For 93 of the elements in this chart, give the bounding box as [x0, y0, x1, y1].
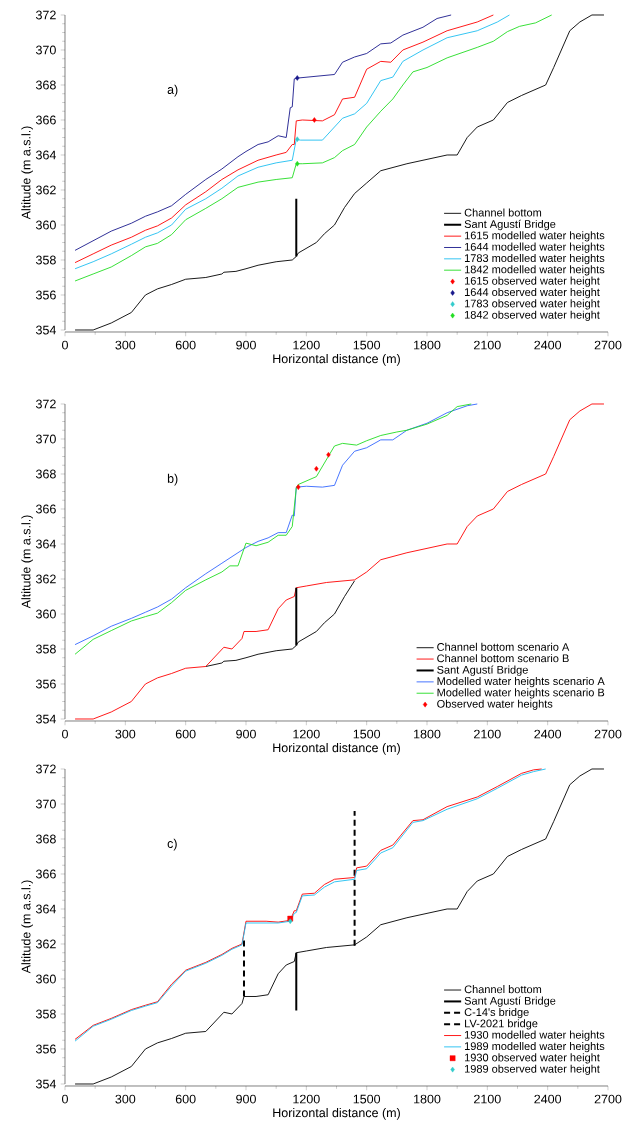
legend-label: Channel bottom scenario B [437, 654, 569, 663]
x-axis-title: Horizontal distance (m) [273, 743, 400, 755]
y-tick-label: 360 [35, 609, 56, 619]
x-tick-label: 300 [115, 1094, 136, 1104]
legend-label: LV-2021 bridge [465, 1019, 538, 1030]
y-tick-label: 372 [35, 399, 56, 409]
y-tick-label: 372 [35, 10, 56, 20]
legend-label: 1842 modelled water heights [464, 265, 605, 276]
legend-label: 1615 observed water height [464, 276, 600, 287]
x-tick-label: 300 [115, 729, 136, 739]
y-tick-label: 364 [35, 904, 56, 914]
y-tick-label: 354 [35, 1079, 56, 1089]
y-tick-label: 366 [35, 504, 56, 514]
y-tick-label: 354 [35, 714, 56, 724]
legend-label: 1644 observed water height [464, 287, 600, 299]
y-tick-label: 370 [35, 45, 56, 55]
annotation: b) [167, 473, 178, 486]
legend-label: Channel bottom [464, 208, 542, 217]
x-tick-label: 2100 [474, 340, 501, 350]
y-tick-label: 368 [35, 80, 56, 90]
y-tick-label: 370 [35, 434, 56, 444]
legend-label: 1930 modelled water heights [464, 1030, 605, 1041]
y-axis-title: Altitude (m a.s.l.) [21, 515, 33, 609]
y-tick-label: 360 [35, 974, 56, 984]
x-tick-label: 1800 [414, 729, 441, 739]
y-tick-label: 364 [35, 539, 56, 549]
annotation: a) [167, 84, 178, 97]
x-tick-label: 2400 [534, 729, 562, 739]
x-tick-label: 0 [61, 340, 68, 350]
x-tick-label: 2700 [594, 1094, 622, 1104]
y-tick-label: 370 [35, 799, 56, 809]
x-tick-label: 2400 [534, 340, 562, 350]
y-tick-label: 366 [35, 869, 56, 879]
x-tick-label: 600 [175, 1094, 196, 1104]
legend-label: 1989 observed water height [464, 1064, 600, 1075]
x-tick-label: 1500 [353, 340, 381, 350]
y-tick-label: 358 [35, 255, 56, 265]
y-tick-label: 356 [35, 290, 56, 300]
legend-label: Sant Agustí Bridge [464, 996, 556, 1007]
legend-label: Sant Agustí Bridge [464, 219, 556, 231]
y-tick-label: 360 [35, 220, 56, 230]
y-tick-label: 358 [35, 644, 56, 654]
y-tick-label: 356 [35, 1044, 56, 1054]
legend-label: C-14's bridge [464, 1007, 529, 1019]
y-tick-label: 364 [35, 150, 56, 160]
x-tick-label: 2700 [594, 340, 622, 350]
x-tick-label: 300 [115, 340, 136, 350]
x-tick-label: 2700 [594, 729, 622, 739]
y-tick-label: 368 [35, 834, 56, 844]
x-tick-label: 0 [61, 1094, 68, 1104]
x-tick-label: 1200 [293, 1094, 320, 1104]
legend-label: 1615 modelled water heights [464, 231, 605, 242]
legend-label: Modelled water heights scenario B [437, 688, 605, 699]
x-tick-label: 600 [175, 729, 196, 739]
x-tick-label: 1800 [414, 1094, 441, 1104]
x-tick-label: 1200 [293, 340, 320, 350]
x-axis-title: Horizontal distance (m) [273, 354, 400, 366]
legend-label: Channel bottom [464, 985, 542, 994]
y-tick-label: 356 [35, 679, 56, 689]
x-tick-label: 2100 [474, 729, 501, 739]
legend-label: Sant Agustí Bridge [437, 665, 528, 676]
y-tick-label: 354 [35, 325, 56, 335]
legend-label: Modelled water heights scenario A [437, 676, 605, 688]
legend-label: Observed water heights [437, 699, 553, 710]
y-tick-label: 368 [35, 469, 56, 479]
x-tick-label: 1800 [414, 340, 441, 350]
legend-label: 1930 observed water height [464, 1053, 600, 1064]
y-axis-title: Altitude (m a.s.l.) [21, 880, 33, 974]
legend-label: Channel bottom scenario A [437, 642, 570, 651]
x-axis-title: Horizontal distance (m) [273, 1108, 400, 1120]
x-tick-label: 1500 [353, 729, 381, 739]
annotation: c) [167, 838, 177, 851]
x-tick-label: 2100 [474, 1094, 501, 1104]
y-tick-label: 366 [35, 115, 56, 125]
x-tick-label: 2400 [534, 1094, 562, 1104]
x-tick-label: 900 [236, 729, 256, 739]
y-tick-label: 362 [35, 939, 56, 949]
legend-label: 1783 observed water height [464, 299, 600, 310]
legend-label: 1842 observed water height [464, 310, 600, 321]
legend-label: 1644 modelled water heights [464, 242, 605, 253]
x-tick-label: 900 [236, 1094, 256, 1104]
x-tick-label: 900 [236, 340, 256, 350]
y-axis-title: Altitude (m a.s.l.) [21, 126, 33, 220]
x-tick-label: 1200 [293, 729, 320, 739]
x-tick-label: 600 [175, 340, 196, 350]
y-tick-label: 362 [35, 185, 56, 195]
x-tick-label: 1500 [353, 1094, 381, 1104]
y-tick-label: 362 [35, 574, 56, 584]
legend-label: 1783 modelled water heights [464, 253, 605, 265]
legend-label: 1989 modelled water heights [464, 1041, 605, 1053]
y-tick-label: 358 [35, 1009, 56, 1019]
y-tick-label: 372 [35, 764, 56, 774]
x-tick-label: 0 [61, 729, 68, 739]
